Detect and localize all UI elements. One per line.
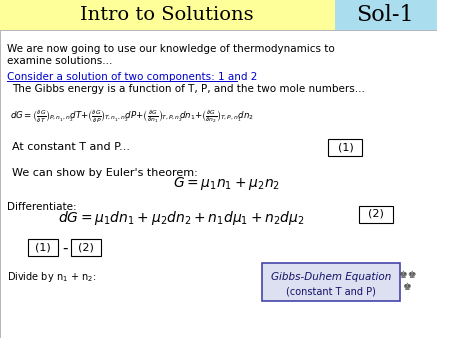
Text: ♚: ♚	[403, 282, 412, 292]
Text: (2): (2)	[369, 209, 384, 219]
FancyBboxPatch shape	[262, 263, 400, 301]
FancyBboxPatch shape	[335, 0, 436, 30]
Text: ♚♚: ♚♚	[399, 270, 416, 280]
FancyBboxPatch shape	[0, 0, 335, 30]
FancyBboxPatch shape	[328, 139, 362, 155]
Text: At constant T and P...: At constant T and P...	[12, 142, 130, 152]
Text: Gibbs-Duhem Equation: Gibbs-Duhem Equation	[270, 272, 391, 282]
Text: $G = \mu_1 n_1 + \mu_2 n_2$: $G = \mu_1 n_1 + \mu_2 n_2$	[173, 175, 280, 192]
Text: We are now going to use our knowledge of thermodynamics to: We are now going to use our knowledge of…	[7, 44, 334, 54]
Text: We can show by Euler's theorem:: We can show by Euler's theorem:	[12, 168, 198, 178]
FancyBboxPatch shape	[27, 239, 58, 256]
Text: Consider a solution of two components: 1 and 2: Consider a solution of two components: 1…	[7, 72, 257, 82]
Text: (1): (1)	[35, 242, 50, 252]
FancyBboxPatch shape	[360, 206, 393, 222]
Text: Intro to Solutions: Intro to Solutions	[80, 6, 254, 24]
FancyBboxPatch shape	[0, 30, 436, 338]
Text: The Gibbs energy is a function of T, P, and the two mole numbers...: The Gibbs energy is a function of T, P, …	[12, 84, 364, 94]
Text: (1): (1)	[338, 142, 353, 152]
Text: -: -	[62, 241, 68, 256]
Text: $dG = \left(\frac{\partial G}{\partial T}\right)_{\!P,n_1,n_2}\!\!dT$$+ \left(\f: $dG = \left(\frac{\partial G}{\partial T…	[10, 108, 254, 125]
Text: Differentiate:: Differentiate:	[7, 202, 77, 212]
FancyBboxPatch shape	[71, 239, 101, 256]
Text: Divide by n$_1$ + n$_2$:: Divide by n$_1$ + n$_2$:	[7, 270, 96, 284]
Text: (constant T and P): (constant T and P)	[286, 286, 376, 296]
Text: $dG = \mu_1 dn_1 + \mu_2 dn_2 + n_1 d\mu_1 + n_2 d\mu_2$: $dG = \mu_1 dn_1 + \mu_2 dn_2 + n_1 d\mu…	[58, 209, 305, 227]
Text: (2): (2)	[78, 242, 94, 252]
Text: Sol-1: Sol-1	[356, 4, 414, 26]
Text: examine solutions...: examine solutions...	[7, 56, 112, 66]
